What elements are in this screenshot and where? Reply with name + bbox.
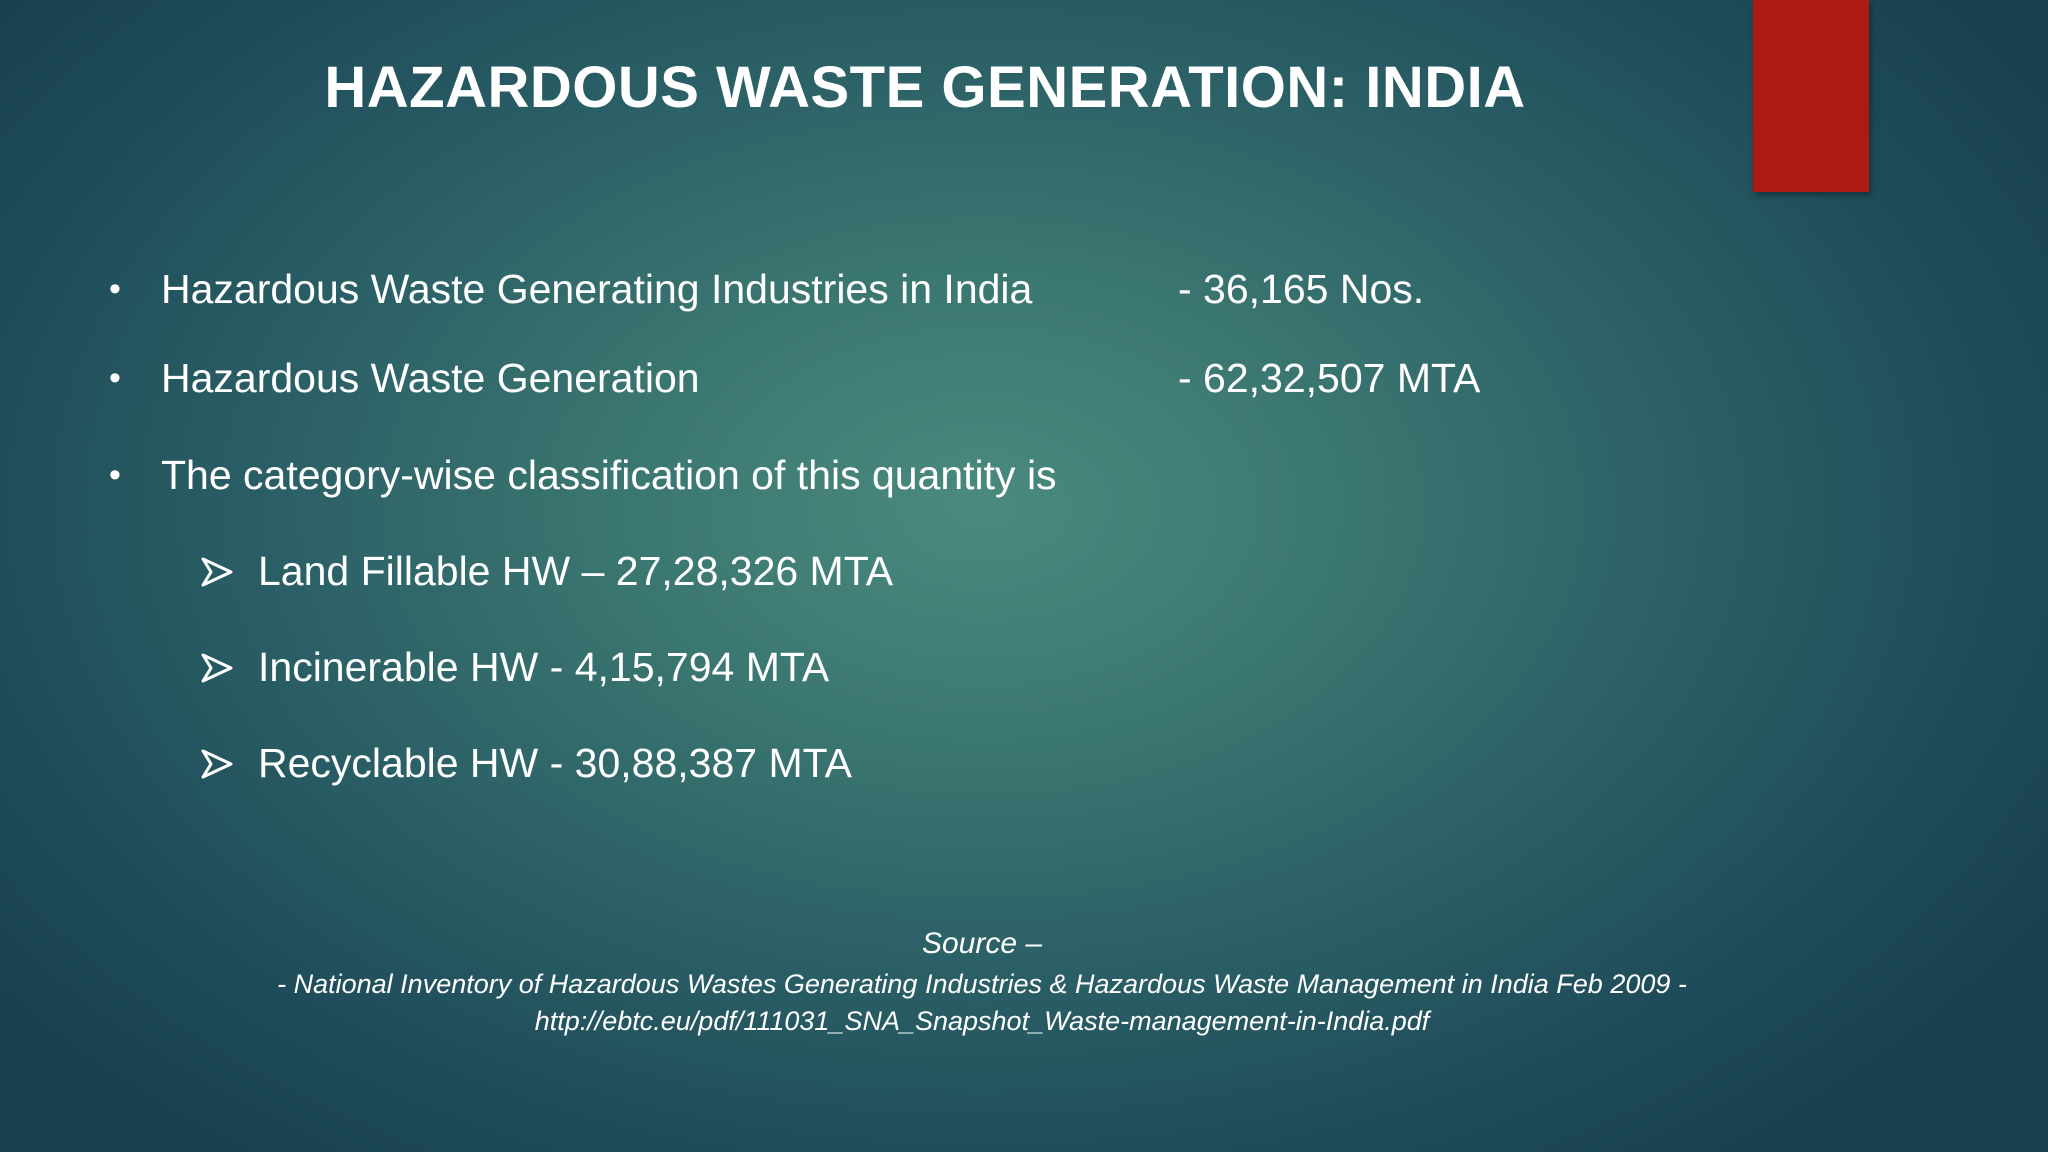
bullet-dot-icon: •	[109, 456, 121, 494]
source-url: http://ebtc.eu/pdf/111031_SNA_Snapshot_W…	[534, 1006, 1430, 1036]
sub-bullet-label: Recyclable HW - 30,88,387 MTA	[258, 740, 852, 786]
sub-bullet-label: Incinerable HW - 4,15,794 MTA	[258, 644, 830, 690]
accent-bar	[1753, 0, 1869, 192]
slide-title: HAZARDOUS WASTE GENERATION: INDIA	[324, 55, 1526, 120]
bullet-value: - 62,32,507 MTA	[1178, 355, 1481, 401]
arrowhead-bullet-icon	[201, 653, 233, 683]
sub-bullet-label: Land Fillable HW – 27,28,326 MTA	[258, 548, 894, 594]
source-label: Source –	[921, 927, 1043, 960]
bullet-label: Hazardous Waste Generating Industries in…	[161, 266, 1033, 312]
arrowhead-bullet-icon	[201, 557, 233, 587]
source-citation: Source – - National Inventory of Hazardo…	[224, 922, 1740, 1040]
arrowhead-bullet-icon	[201, 749, 233, 779]
bullet-label: Hazardous Waste Generation	[161, 355, 700, 401]
bullet-dot-icon: •	[109, 270, 121, 308]
bullet-label: The category-wise classification of this…	[161, 452, 1057, 498]
bullet-dot-icon: •	[109, 359, 121, 397]
source-reference: - National Inventory of Hazardous Wastes…	[277, 969, 1687, 999]
bullet-value: - 36,165 Nos.	[1178, 266, 1425, 312]
